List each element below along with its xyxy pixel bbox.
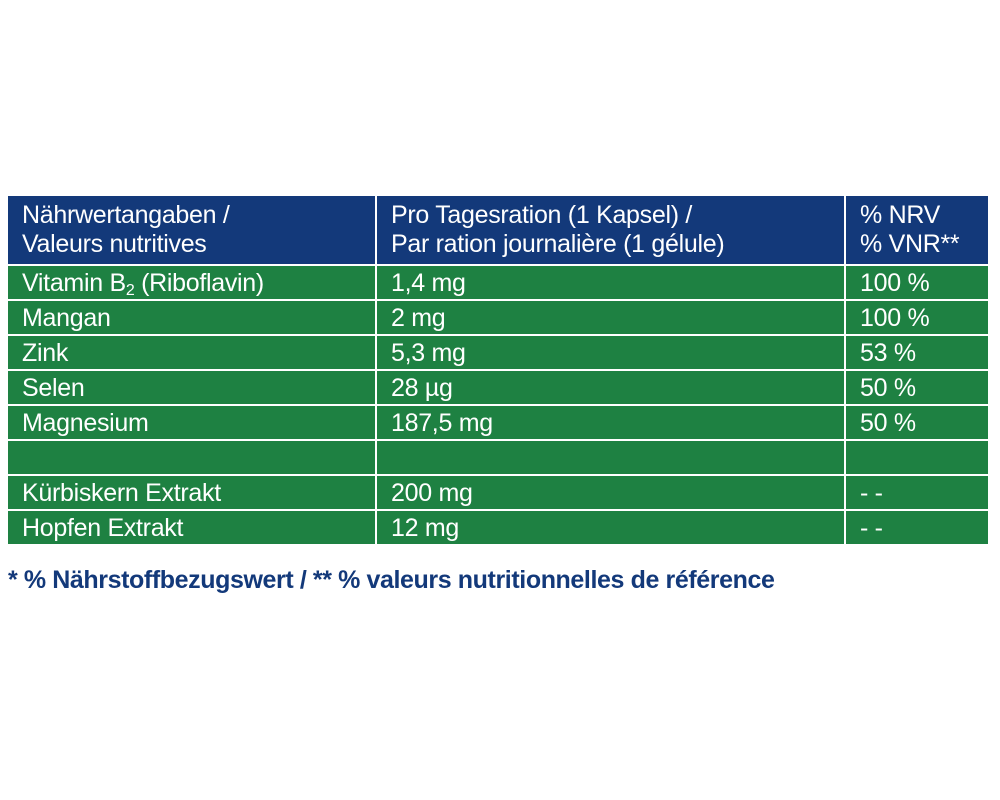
cell-amount: 2 mg	[375, 299, 846, 336]
table-row: Vitamin B2 (Riboflavin) 1,4 mg 100 %	[6, 264, 990, 301]
cell-nutrient: Kürbiskern Extrakt	[6, 474, 377, 511]
cell-nutrient: Mangan	[6, 299, 377, 336]
header-nutrient-line2: Valeurs nutritives	[22, 230, 207, 258]
cell-amount: 12 mg	[375, 509, 846, 546]
header-nrv-line2: % VNR**	[860, 230, 960, 258]
cell-nrv: - -	[844, 509, 990, 546]
cell-amount	[375, 439, 846, 476]
header-amount: Pro Tagesration (1 Kapsel) / Par ration …	[375, 194, 846, 266]
header-nutrient: Nährwertangaben / Valeurs nutritives	[6, 194, 377, 266]
cell-amount: 1,4 mg	[375, 264, 846, 301]
cell-amount: 28 µg	[375, 369, 846, 406]
cell-nrv: - -	[844, 474, 990, 511]
cell-nutrient: Hopfen Extrakt	[6, 509, 377, 546]
table-row: Magnesium 187,5 mg 50 %	[6, 404, 990, 441]
cell-nrv: 50 %	[844, 404, 990, 441]
cell-nutrient: Magnesium	[6, 404, 377, 441]
table-row: Zink 5,3 mg 53 %	[6, 334, 990, 371]
header-nrv: % NRV % VNR**	[844, 194, 990, 266]
nutrient-name-prefix: Vitamin B	[22, 268, 126, 297]
table-header-row: Nährwertangaben / Valeurs nutritives Pro…	[6, 194, 990, 266]
nutrition-table: Nährwertangaben / Valeurs nutritives Pro…	[6, 194, 990, 546]
cell-nutrient: Vitamin B2 (Riboflavin)	[6, 264, 377, 301]
table-row: Mangan 2 mg 100 %	[6, 299, 990, 336]
header-nutrient-line1: Nährwertangaben /	[22, 201, 230, 229]
table-row: Hopfen Extrakt 12 mg - -	[6, 509, 990, 546]
cell-nrv: 100 %	[844, 299, 990, 336]
table-row-empty	[6, 439, 990, 476]
table-row: Selen 28 µg 50 %	[6, 369, 990, 406]
cell-amount: 187,5 mg	[375, 404, 846, 441]
table-row: Kürbiskern Extrakt 200 mg - -	[6, 474, 990, 511]
cell-amount: 200 mg	[375, 474, 846, 511]
cell-nrv	[844, 439, 990, 476]
cell-nrv: 50 %	[844, 369, 990, 406]
nutrient-name-suffix: (Riboflavin)	[134, 268, 264, 297]
cell-nutrient: Selen	[6, 369, 377, 406]
cell-amount: 5,3 mg	[375, 334, 846, 371]
header-amount-line1: Pro Tagesration (1 Kapsel) /	[391, 201, 693, 229]
cell-nrv: 53 %	[844, 334, 990, 371]
nutrient-name-subscript: 2	[125, 281, 135, 299]
cell-nrv: 100 %	[844, 264, 990, 301]
header-amount-line2: Par ration journalière (1 gélule)	[391, 230, 725, 258]
cell-nutrient: Zink	[6, 334, 377, 371]
cell-nutrient	[6, 439, 377, 476]
header-nrv-line1: % NRV	[860, 201, 941, 229]
footnote: * % Nährstoffbezugswert / ** % valeurs n…	[8, 566, 775, 594]
